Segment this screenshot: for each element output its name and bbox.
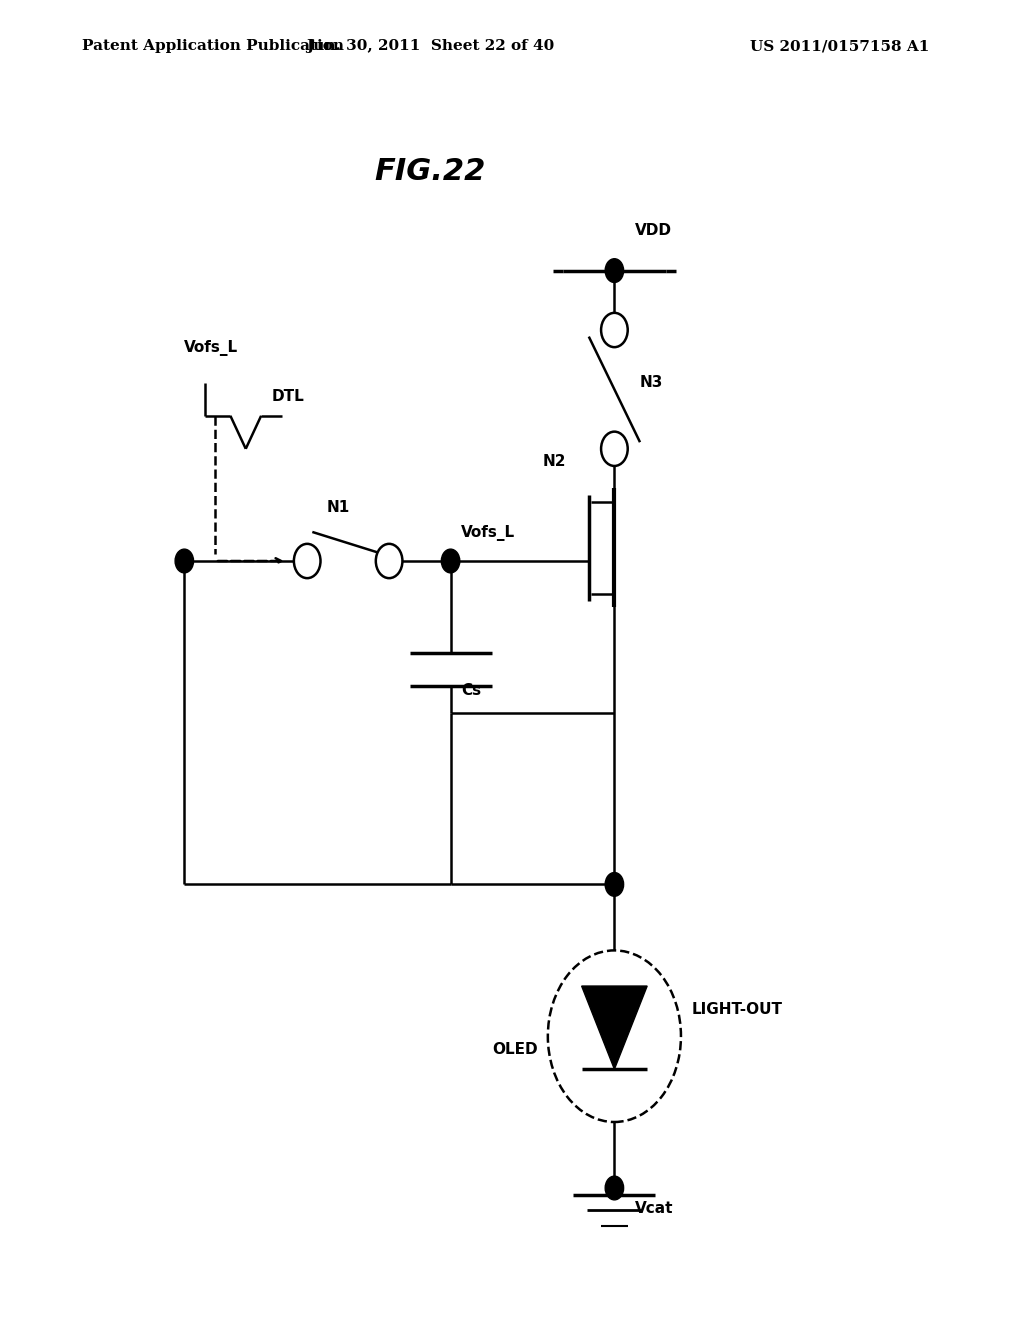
Text: Cs: Cs	[461, 684, 481, 698]
Text: FIG.22: FIG.22	[375, 157, 485, 186]
Circle shape	[376, 544, 402, 578]
Text: N1: N1	[327, 500, 349, 515]
Text: OLED: OLED	[492, 1041, 538, 1057]
Text: VDD: VDD	[635, 223, 672, 238]
Text: DTL: DTL	[271, 388, 304, 404]
Circle shape	[605, 873, 624, 896]
Polygon shape	[582, 986, 647, 1069]
Text: Vofs_L: Vofs_L	[461, 525, 515, 541]
Text: US 2011/0157158 A1: US 2011/0157158 A1	[750, 40, 930, 53]
Circle shape	[605, 1176, 624, 1200]
Circle shape	[601, 313, 628, 347]
Circle shape	[441, 549, 460, 573]
Circle shape	[605, 259, 624, 282]
Text: Jun. 30, 2011  Sheet 22 of 40: Jun. 30, 2011 Sheet 22 of 40	[306, 40, 554, 53]
Circle shape	[294, 544, 321, 578]
Circle shape	[175, 549, 194, 573]
Text: Patent Application Publication: Patent Application Publication	[82, 40, 344, 53]
Circle shape	[601, 432, 628, 466]
Text: N2: N2	[543, 454, 566, 469]
Text: LIGHT-OUT: LIGHT-OUT	[691, 1002, 782, 1018]
Text: N3: N3	[640, 375, 664, 391]
Text: Vofs_L: Vofs_L	[184, 341, 239, 356]
Text: Vcat: Vcat	[635, 1201, 674, 1216]
